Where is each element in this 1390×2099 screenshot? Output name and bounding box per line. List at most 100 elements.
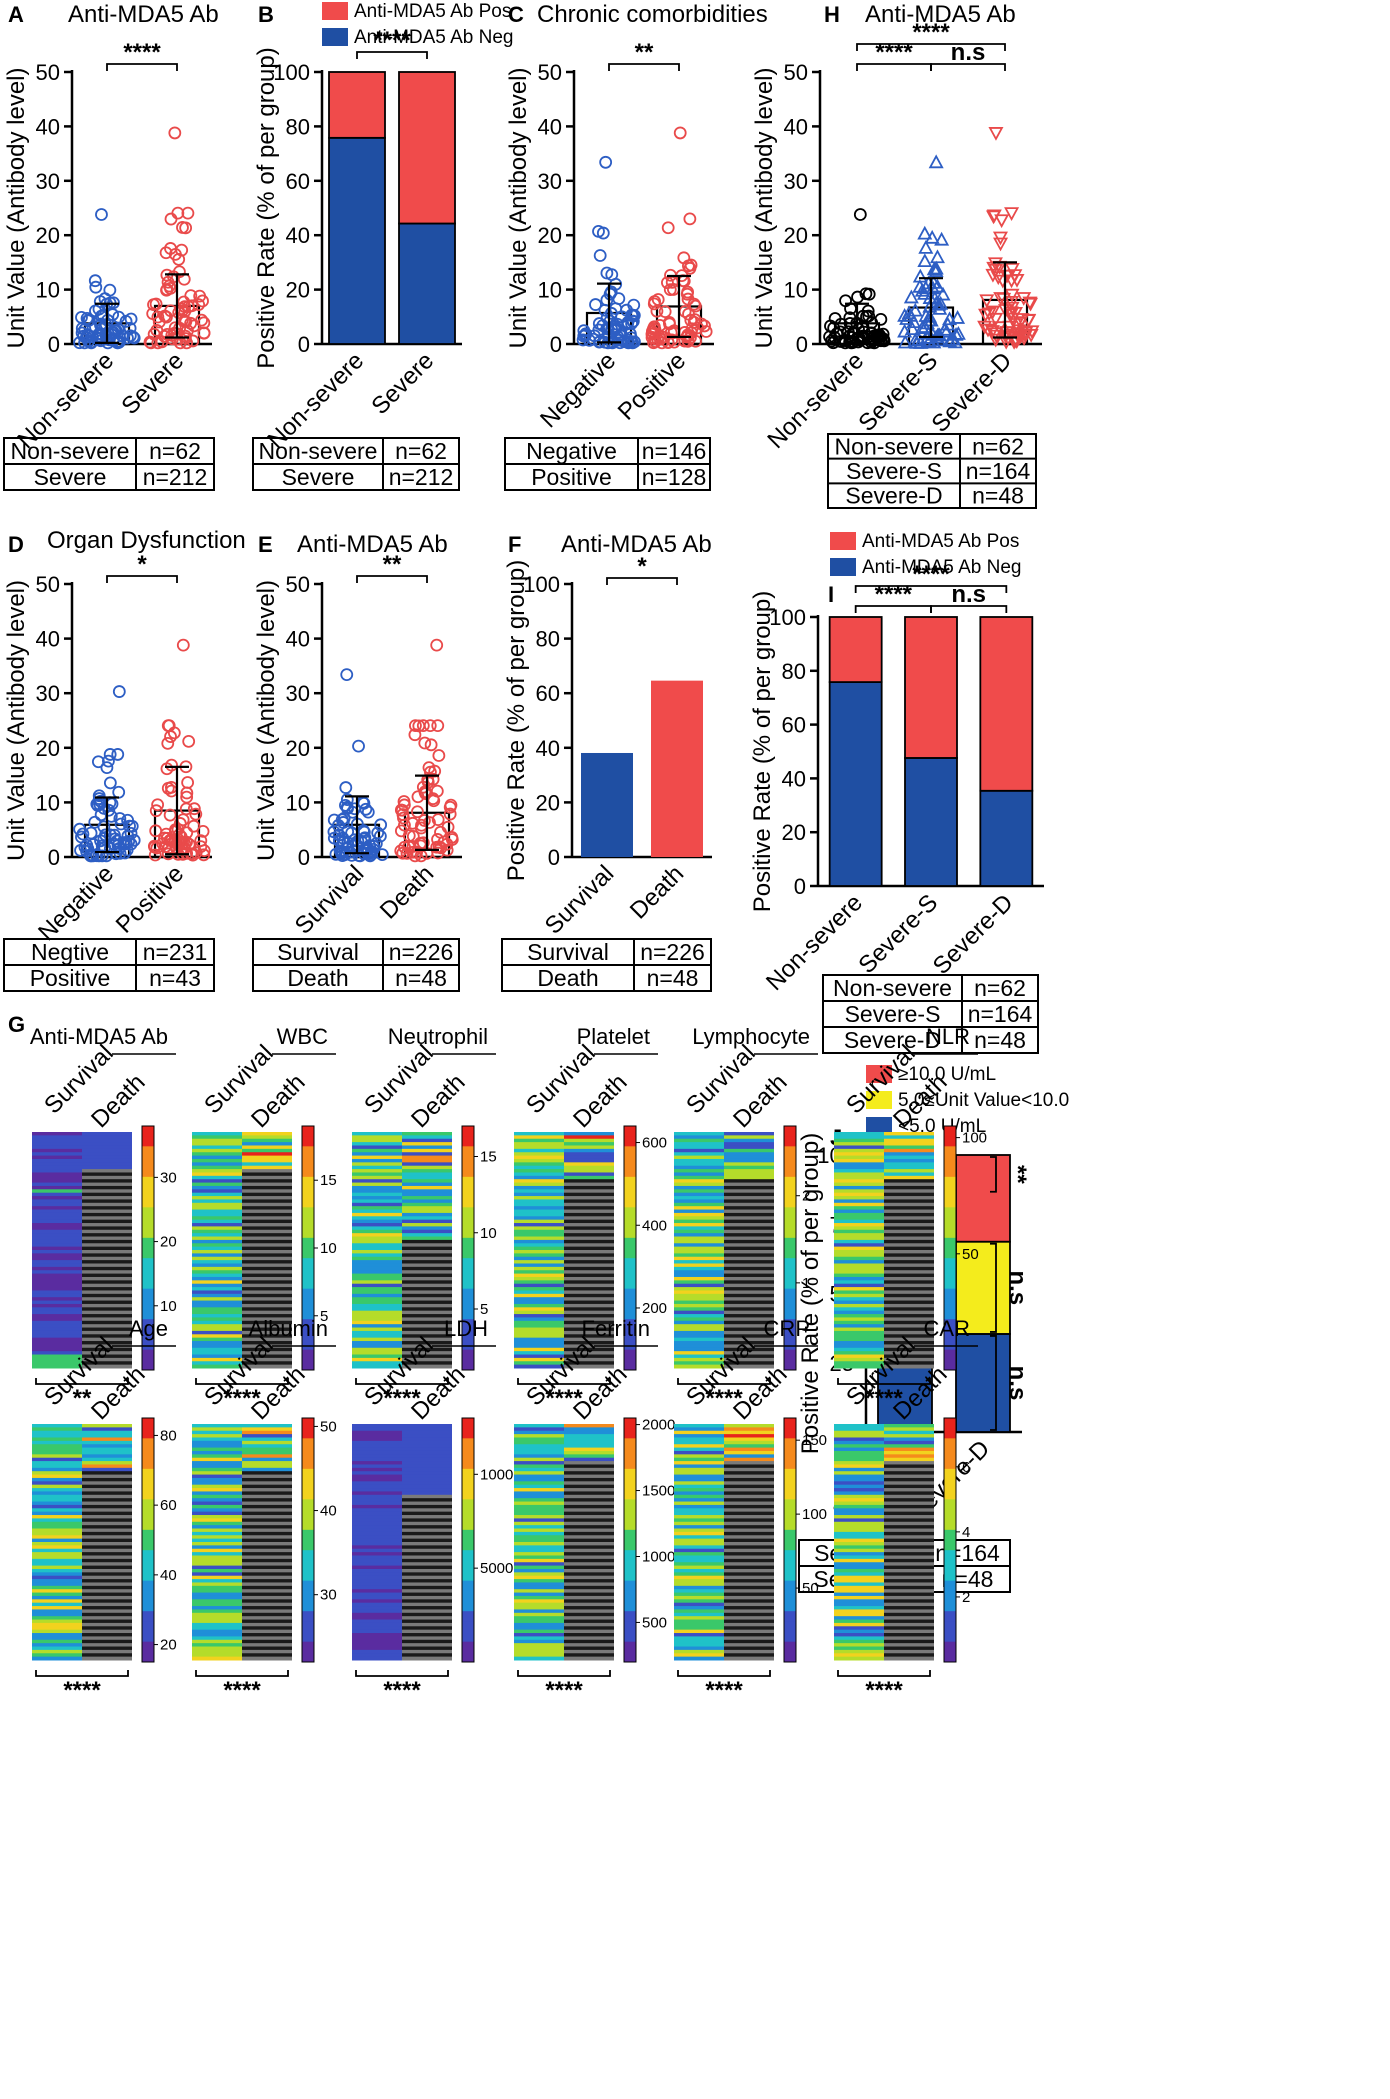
heatmap-row-survival — [192, 1250, 242, 1254]
heatmap-row-death — [242, 1528, 292, 1533]
heatmap-row-death — [242, 1310, 292, 1315]
heatmap-row-death — [724, 1250, 774, 1254]
heatmap-row-survival — [32, 1223, 82, 1227]
significance-label: **** — [705, 1385, 743, 1412]
heatmap-row-death — [82, 1172, 132, 1177]
data-point — [181, 776, 195, 789]
heatmap-row-death — [884, 1639, 934, 1644]
heatmap-row-survival — [192, 1636, 242, 1641]
heatmap-row-death — [564, 1454, 614, 1459]
colorbar-segment — [784, 1217, 796, 1229]
data-point — [81, 842, 95, 856]
colorbar-segment — [624, 1126, 636, 1137]
heatmap-row-survival — [834, 1491, 884, 1496]
colorbar-segment — [302, 1418, 314, 1429]
heatmap-row-survival — [834, 1558, 884, 1563]
heatmap-row-death — [242, 1464, 292, 1469]
data-point — [147, 839, 161, 853]
data-point — [673, 126, 687, 140]
heatmap-row-death — [242, 1575, 292, 1580]
heatmap-row-death — [402, 1511, 452, 1516]
colorbar-segment — [624, 1570, 636, 1582]
significance-bracket — [930, 605, 1008, 613]
heatmap-row-survival — [674, 1192, 724, 1197]
heatmap-row-death — [724, 1457, 774, 1462]
heatmap-row-survival — [352, 1297, 402, 1302]
heatmap-row-survival — [674, 1162, 724, 1167]
heatmap-row-survival — [192, 1440, 242, 1445]
heatmap-row-survival — [192, 1219, 242, 1224]
heatmap-row-survival — [674, 1260, 724, 1264]
heatmap-row-death — [82, 1562, 132, 1567]
heatmap-row-death — [402, 1216, 452, 1221]
heatmap-row-survival — [514, 1179, 564, 1184]
heatmap-row-death — [82, 1568, 132, 1573]
heatmap-row-survival — [514, 1165, 564, 1170]
heatmap-row-death — [82, 1548, 132, 1553]
heatmap-row-survival — [834, 1636, 884, 1641]
colorbar-frame — [141, 1125, 155, 1371]
heatmap-row-survival — [674, 1212, 724, 1217]
heatmap-row-death — [242, 1317, 292, 1322]
heatmap-row-survival — [352, 1484, 402, 1489]
data-point — [365, 845, 379, 858]
heatmap-row-death — [564, 1542, 614, 1546]
heatmap-row-survival — [674, 1656, 724, 1661]
heatmap-row-survival — [674, 1199, 724, 1204]
heatmap-row-survival — [192, 1334, 242, 1339]
y-tick-label: 0 — [796, 332, 808, 357]
heatmap-row-survival — [352, 1589, 402, 1594]
heatmap-row-survival — [352, 1558, 402, 1563]
heatmap-row-survival — [32, 1430, 82, 1435]
heatmap-row-death — [242, 1616, 292, 1621]
heatmap-row-death — [884, 1148, 934, 1153]
colorbar-segment — [784, 1207, 796, 1218]
data-point — [194, 840, 208, 854]
heatmap-row-survival — [674, 1504, 724, 1509]
heatmap-row-survival — [32, 1132, 82, 1136]
heatmap-row-death — [82, 1330, 132, 1335]
heatmap-row-death — [82, 1616, 132, 1621]
significance-bracket — [990, 1335, 997, 1431]
colorbar-segment — [142, 1529, 154, 1541]
heatmap-row-death — [242, 1152, 292, 1157]
colorbar-segment — [624, 1156, 636, 1168]
heatmap-row-survival — [834, 1317, 884, 1322]
heatmap-row-survival — [674, 1633, 724, 1637]
heatmap-row-survival — [514, 1317, 564, 1322]
heatmap-row-survival — [834, 1427, 884, 1432]
heatmap-row-survival — [674, 1337, 724, 1342]
heatmap-row-survival — [514, 1649, 564, 1654]
colorbar-segment — [302, 1448, 314, 1460]
heatmap-row-death — [724, 1515, 774, 1519]
heatmap-row-death — [724, 1562, 774, 1567]
colorbar-segment — [784, 1248, 796, 1259]
colorbar-segment — [784, 1489, 796, 1500]
heatmap-row-death — [402, 1270, 452, 1275]
heatmap-row-survival — [834, 1239, 884, 1244]
heatmap-row-death — [82, 1233, 132, 1238]
heatmap-row-death — [242, 1297, 292, 1302]
heatmap-row-death — [724, 1132, 774, 1136]
y-tick-label: 0 — [794, 874, 806, 899]
legend-label: Anti-MDA5 Ab Neg — [354, 27, 513, 48]
heatmap-row-death — [724, 1142, 774, 1146]
heatmap-row-death — [402, 1440, 452, 1445]
heatmap-row-death — [82, 1656, 132, 1661]
heatmap-row-survival — [192, 1270, 242, 1275]
heatmap-row-survival — [514, 1202, 564, 1207]
heatmap-row-survival — [674, 1629, 724, 1634]
heatmap-row-death — [884, 1606, 934, 1610]
heatmap-row-survival — [352, 1626, 402, 1631]
heatmap-row-death — [82, 1488, 132, 1492]
stacked-bar-segment — [328, 136, 386, 345]
colorbar-segment — [302, 1176, 314, 1188]
heatmap-row-death — [564, 1260, 614, 1264]
heatmap-row-death — [564, 1521, 614, 1526]
x-tick-label: Death — [375, 860, 439, 924]
heatmap-row-death — [724, 1246, 774, 1251]
heatmap-row-survival — [834, 1212, 884, 1217]
heatmap-row-death — [242, 1653, 292, 1658]
heatmap-row-survival — [32, 1202, 82, 1207]
